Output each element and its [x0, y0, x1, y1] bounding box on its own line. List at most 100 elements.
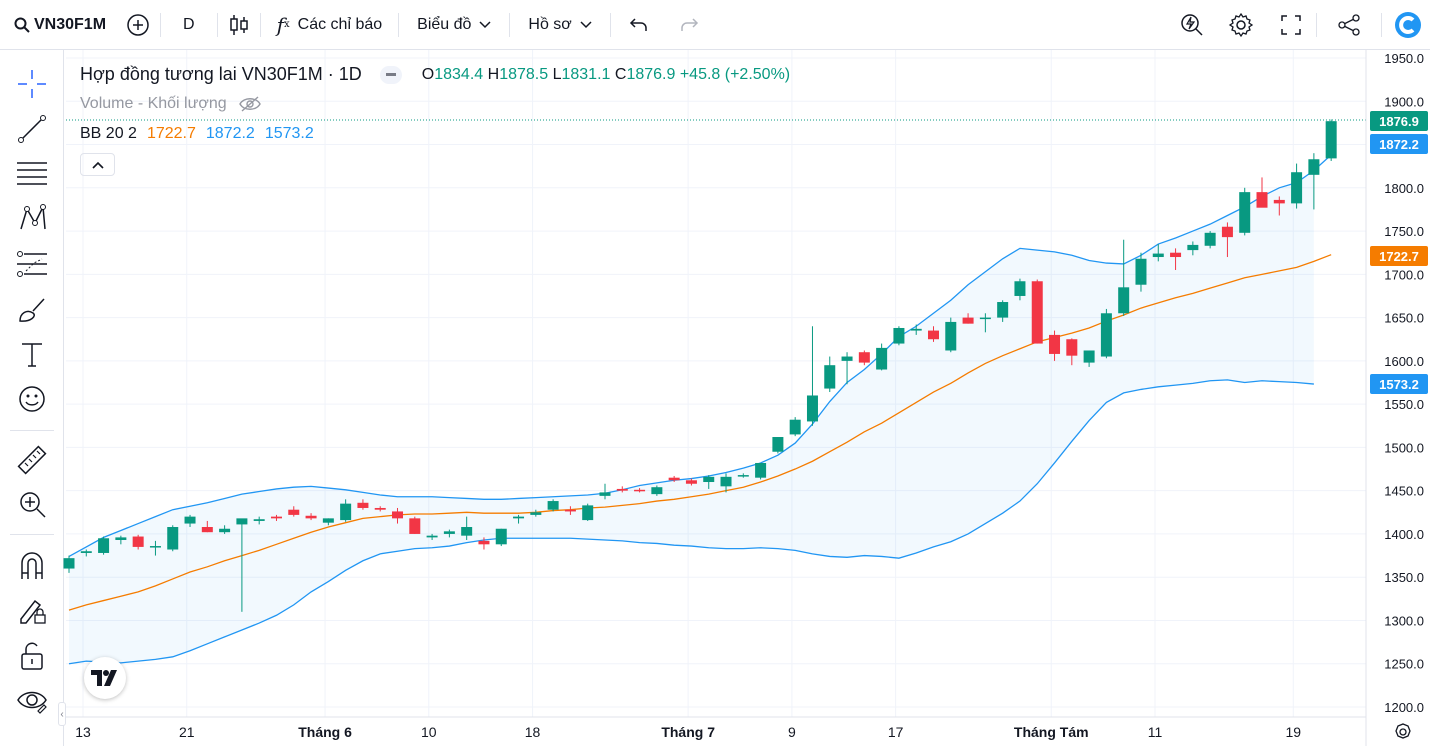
crosshair-tool[interactable] [10, 64, 54, 104]
candle-body [392, 511, 404, 519]
horizontal-lines-tool[interactable] [10, 153, 54, 193]
chart-type-button[interactable] [218, 7, 260, 43]
candle-body [63, 558, 75, 569]
separator [398, 12, 400, 37]
eye-off-icon[interactable] [238, 96, 261, 112]
price-axis[interactable]: 1950.01900.01850.01800.01750.01700.01650… [1384, 51, 1424, 715]
bb-basis-price-tag: 1722.7 [1370, 246, 1428, 266]
legend-volume-row[interactable]: Volume - Khối lượng [80, 95, 261, 113]
candle-body [1031, 281, 1043, 344]
profile-menu-button[interactable]: Hồ sơ [510, 7, 609, 43]
price-tick-label: 1200.0 [1384, 700, 1424, 715]
separator [609, 12, 611, 37]
horizontal-lines-icon [16, 158, 48, 188]
price-tick-label: 1600.0 [1384, 354, 1424, 369]
candle-body [720, 476, 732, 487]
trend-line-icon [17, 114, 47, 144]
separator [10, 430, 54, 431]
text-tool[interactable] [10, 334, 54, 374]
lock-all-tool[interactable] [10, 636, 54, 676]
plus-circle-icon [126, 13, 150, 37]
separator [10, 534, 54, 535]
collapse-legend-button[interactable] [80, 153, 115, 176]
zoom-in-tool[interactable] [10, 484, 54, 524]
brand-logo-button[interactable] [1382, 7, 1430, 43]
low-value: 1831.1 [561, 65, 611, 83]
candle-body [443, 531, 455, 534]
candle-body [824, 365, 836, 389]
separator [1316, 13, 1317, 37]
candle-body [1066, 339, 1078, 356]
bb-upper-line [68, 154, 1332, 558]
toolbar-right-group [1168, 0, 1430, 50]
hide-drawings-tool[interactable] [10, 680, 54, 720]
candle-body [737, 475, 749, 477]
separator [259, 12, 261, 37]
pattern-tool[interactable] [10, 198, 54, 238]
separator [509, 12, 511, 37]
candle-body [1170, 252, 1182, 258]
text-icon [19, 340, 45, 368]
share-button[interactable] [1317, 7, 1381, 43]
price-tick-label: 1650.0 [1384, 311, 1424, 326]
price-tick-label: 1500.0 [1384, 440, 1424, 455]
candle-body [149, 546, 161, 548]
open-value: 1834.4 [434, 65, 484, 83]
redo-button[interactable] [659, 7, 719, 43]
time-tick-label: 13 [75, 724, 91, 740]
candle-body [236, 518, 248, 525]
bb-basis-value: 1722.7 [146, 125, 196, 142]
candle-body [374, 507, 386, 510]
time-tick-label: Tháng 7 [661, 724, 715, 740]
axis-settings-button[interactable] [1392, 721, 1414, 743]
quick-search-button[interactable] [1168, 7, 1216, 43]
undo-button[interactable] [611, 7, 659, 43]
series-title[interactable]: Hợp đồng tương lai VN30F1M · 1D [80, 64, 362, 84]
price-tick-label: 1250.0 [1384, 657, 1424, 672]
candle-body [167, 527, 179, 550]
symbol-search-button[interactable]: VN30F1M [0, 7, 116, 43]
bb-lower-value: 1573.2 [264, 125, 314, 142]
candle-body [997, 302, 1009, 318]
settings-button[interactable] [1216, 7, 1266, 43]
chart-menu-button[interactable]: Biểu đồ [399, 7, 509, 43]
brush-tool[interactable] [10, 290, 54, 330]
emoji-tool[interactable] [10, 379, 54, 419]
candle-body [668, 477, 680, 481]
fullscreen-button[interactable] [1266, 7, 1316, 43]
candle-body [685, 480, 697, 484]
price-tick-label: 1350.0 [1384, 570, 1424, 585]
legend-bb-row[interactable]: BB 20 2 1722.7 1872.2 1573.2 [80, 125, 314, 143]
tradingview-logo[interactable] [84, 657, 126, 699]
grid [66, 50, 1366, 717]
time-tick-label: 9 [788, 724, 796, 740]
candle-body [1273, 199, 1285, 204]
time-tick-label: 10 [421, 724, 437, 740]
measure-tool[interactable] [10, 440, 54, 480]
lock-drawing-tool[interactable] [10, 590, 54, 630]
forecast-tool[interactable] [10, 244, 54, 284]
candle-body [616, 488, 628, 491]
candle-body [1221, 226, 1233, 238]
bb-fill [69, 170, 1314, 664]
candle-body [893, 327, 905, 344]
magnet-tool[interactable] [10, 546, 54, 586]
candle-body [1308, 159, 1320, 175]
candle-body [98, 538, 110, 553]
compare-add-button[interactable] [116, 7, 160, 43]
price-tick-label: 1950.0 [1384, 51, 1424, 66]
candle-body [201, 527, 213, 533]
change-value: +45.8 (+2.50%) [679, 65, 791, 83]
minus-circle-icon[interactable] [379, 65, 402, 84]
interval-button[interactable]: D [161, 7, 217, 43]
collapse-toolbar-handle[interactable]: ‹ [58, 702, 66, 726]
chart-menu-label: Biểu đồ [417, 15, 472, 33]
trend-line-tool[interactable] [10, 109, 54, 149]
time-axis[interactable]: 13 21 Tháng 6 10 18 Tháng 7 9 17 Tháng Tám 11 19 [75, 724, 1301, 740]
tv-logo-icon [91, 670, 119, 686]
price-tick-label: 1800.0 [1384, 181, 1424, 196]
